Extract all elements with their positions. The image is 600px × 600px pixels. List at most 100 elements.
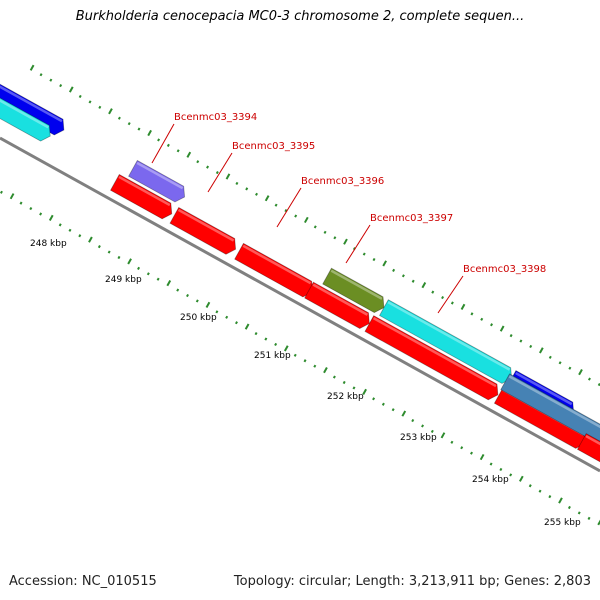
gene-feature-red-highlight [177,208,235,242]
tick-mark [225,173,231,180]
tick-mark [578,369,583,376]
tick-mark [264,337,268,341]
tick-mark [303,359,307,363]
tick-mark [509,334,513,338]
kbp-label: 253 kbp [400,433,437,443]
tick-mark [431,290,435,294]
tick-mark [147,129,152,137]
gene-bcenmc03-3394 [128,159,185,203]
gene-feature-red-3-highlight [372,317,497,388]
gene-label-3398[interactable]: Bcenmc03_3398 [463,264,546,275]
tick-mark [421,424,425,428]
tick-mark [519,339,523,343]
kbp-label: 255 kbp [544,518,581,528]
kbp-label: 251 kbp [254,351,291,361]
tick-mark [166,280,172,287]
tick-mark [460,446,464,450]
callout-line-3 [345,224,371,264]
tick-mark [29,206,33,211]
tick-mark [323,366,328,374]
tick-mark [59,84,63,88]
tick-mark [68,228,72,232]
tick-mark [264,195,270,202]
tick-mark [235,181,239,186]
tick-mark [440,432,446,439]
tick-mark [283,345,289,352]
tick-mark [587,516,591,520]
tick-mark [479,453,485,461]
gene-label-3397[interactable]: Bcenmc03_3397 [370,213,453,224]
genome-stats-text: Topology: circular; Length: 3,213,911 bp… [233,574,591,589]
tick-mark [567,505,571,510]
tick-mark [215,310,219,314]
tick-mark [362,252,366,256]
tick-mark [372,257,376,262]
tick-mark [9,193,15,200]
tick-mark [137,266,141,270]
kbp-label: 248 kbp [30,239,67,249]
tick-mark [137,127,141,131]
kbp-label: 249 kbp [105,275,142,285]
tick-mark [254,332,258,336]
tick-mark [332,375,336,379]
tick-mark [558,497,563,504]
tick-mark [127,122,131,126]
tick-mark [127,258,132,265]
tick-mark [401,410,407,417]
tick-mark [538,489,542,493]
tick-mark [303,216,309,224]
gene-feature-red-5-highlight [585,434,600,446]
callout-line-4 [437,275,464,314]
tick-mark [382,260,387,267]
gene-feature-red-2 [304,281,370,329]
feature-steelblue-highlight [508,375,600,429]
tick-mark [225,315,229,319]
tick-mark [548,495,552,499]
inner-tick-ring [0,190,600,526]
coordinate-labels: 248 kbp 249 kbp 250 kbp 251 kbp 252 kbp … [30,239,581,528]
gene-bcenmc03-3398-highlight [387,301,511,371]
gene-label-3396[interactable]: Bcenmc03_3396 [301,176,384,187]
tick-mark [19,201,23,205]
gene-bcenmc03-3395 [110,173,173,220]
tick-mark [548,355,552,359]
tick-mark [78,234,82,238]
tick-mark [244,323,250,330]
tick-mark [274,342,278,347]
tick-mark [499,325,505,332]
gene-bcenmc03-3397-highlight [330,269,383,300]
label-callouts [151,123,464,314]
tick-mark [313,225,317,229]
tick-mark [490,323,494,327]
tick-mark [529,344,533,349]
tick-mark [245,187,249,191]
gene-bcenmc03-3396-highlight [242,244,312,285]
tick-mark [88,100,92,104]
kbp-label: 254 kbp [472,475,509,485]
tick-mark [391,408,395,412]
tick-mark [176,149,180,153]
tick-mark [587,377,591,381]
tick-mark [343,238,348,245]
gene-bcenmc03-3394-highlight [136,161,184,190]
gene-label-3395[interactable]: Bcenmc03_3395 [232,141,315,152]
tick-mark [381,402,385,406]
tick-mark [195,299,199,303]
tick-mark [568,366,572,370]
tick-mark [539,347,544,354]
tick-mark [166,143,170,147]
tick-mark [293,353,297,357]
tick-mark [577,511,581,515]
tick-mark [294,214,298,218]
tick-mark [157,138,161,142]
tick-mark [108,108,113,115]
gene-label-layer: Bcenmc03_3394 Bcenmc03_3395 Bcenmc03_339… [174,112,546,275]
gene-label-3394[interactable]: Bcenmc03_3394 [174,112,257,123]
tick-mark [146,272,150,276]
kbp-label: 252 kbp [327,392,364,402]
tick-mark [48,214,54,222]
tick-mark [186,293,189,298]
tick-mark [39,212,43,216]
tick-mark [88,236,93,243]
